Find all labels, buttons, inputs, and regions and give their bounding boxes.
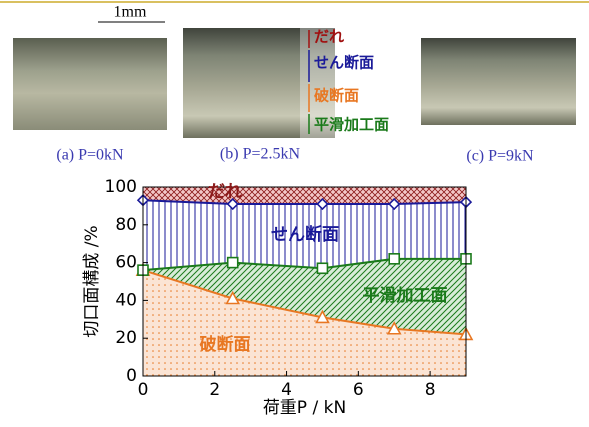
photo <box>13 38 167 130</box>
photo-label: 平滑加工面 <box>314 116 389 134</box>
photo-label: だれ <box>314 28 344 46</box>
chart: 破断面 平滑加工面 せん断面 だれ 0 20 40 60 80 100 0 2 4 6 8 荷重P / kN 切… <box>82 177 472 418</box>
x-tick-label: 6 <box>353 380 364 400</box>
series-label: せん断面 <box>271 224 339 245</box>
caption: (b) P=2.5kN <box>220 146 301 163</box>
marker <box>228 258 238 268</box>
marker <box>389 254 399 264</box>
x-tick-label: 8 <box>425 380 436 400</box>
y-tick-label: 0 <box>126 366 137 386</box>
photo-label: 破断面 <box>314 87 359 105</box>
caption: (a) P=0kN <box>56 147 124 164</box>
x-tick-label: 4 <box>281 380 292 400</box>
x-tick-label: 2 <box>209 380 220 400</box>
y-tick-label: 20 <box>115 328 137 348</box>
figure: 1mm (a) P=0kN (b) P=2.5kN (c) P=9kN 破断面平… <box>0 0 589 423</box>
photo <box>421 38 576 125</box>
scale-label: 1mm <box>114 4 147 21</box>
photo-label: せん断面 <box>314 54 374 72</box>
x-axis-label: 荷重P / kN <box>263 398 346 418</box>
y-tick-label: 60 <box>115 253 137 273</box>
y-tick-label: 100 <box>105 177 137 197</box>
y-tick-label: 40 <box>115 290 137 310</box>
x-tick-label: 0 <box>138 380 149 400</box>
series-label: だれ <box>208 182 242 202</box>
series-label: 破断面 <box>200 334 251 355</box>
y-axis-label: 切口面構成 /% <box>82 225 102 337</box>
series-label: 平滑加工面 <box>363 286 448 306</box>
caption: (c) P=9kN <box>466 148 534 165</box>
y-tick-label: 80 <box>115 215 137 235</box>
marker <box>317 263 327 273</box>
